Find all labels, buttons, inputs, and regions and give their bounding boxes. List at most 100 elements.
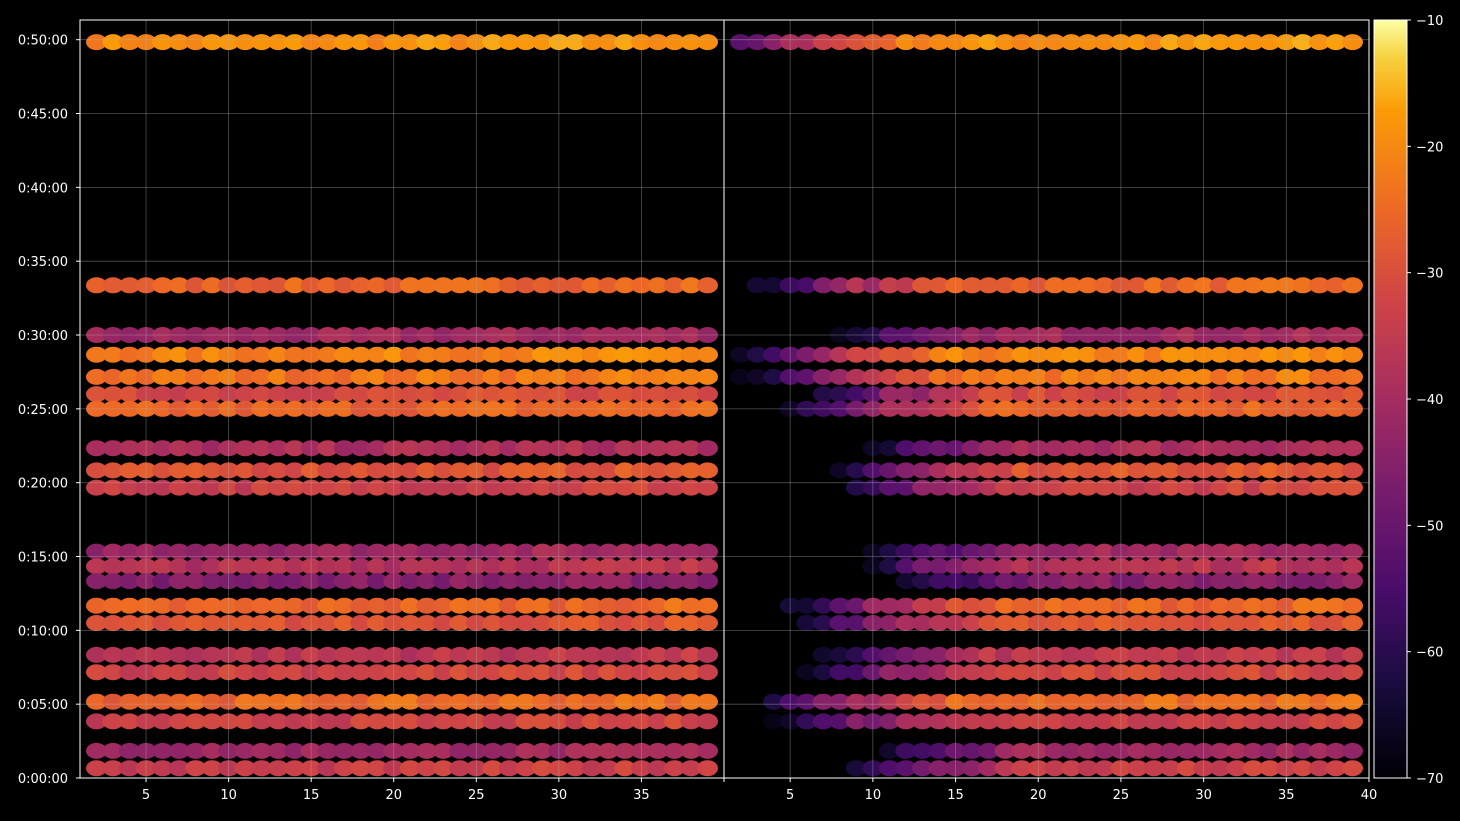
- heat-cell: [1110, 573, 1132, 590]
- heat-cell: [333, 543, 355, 560]
- heat-cell: [664, 558, 685, 575]
- heat-cell: [1110, 543, 1132, 560]
- heat-cell: [647, 400, 669, 417]
- heat-cell: [812, 597, 834, 614]
- heat-cell: [945, 760, 966, 777]
- heat-cell: [185, 713, 207, 730]
- heat-cell: [416, 742, 438, 759]
- heat-cell: [878, 543, 900, 560]
- heat-cell: [432, 646, 454, 663]
- heat-cell: [399, 713, 421, 730]
- heat-cell: [416, 440, 438, 457]
- y-tick-label: 0:00:00: [18, 772, 68, 787]
- heat-cell: [1292, 558, 1314, 575]
- heat-cell: [862, 440, 884, 457]
- heat-cell: [333, 346, 355, 363]
- heat-cell: [119, 346, 140, 363]
- heat-cell: [1127, 664, 1148, 681]
- heat-cell: [465, 693, 487, 710]
- heat-cell: [152, 713, 174, 730]
- heat-cell: [928, 479, 950, 496]
- heat-cell: [119, 440, 140, 457]
- heat-cell: [680, 760, 702, 777]
- heat-cell: [647, 386, 669, 403]
- heat-cell: [1342, 615, 1363, 631]
- heat-cell: [680, 646, 702, 663]
- heat-cell: [1308, 327, 1330, 343]
- heat-cell: [366, 543, 388, 560]
- heat-cell: [1044, 742, 1066, 759]
- heat-cell: [135, 346, 157, 363]
- heat-cell: [1143, 479, 1165, 496]
- heat-cell: [515, 558, 537, 575]
- heat-cell: [185, 368, 207, 385]
- y-tick-label: 0:15:00: [18, 551, 68, 566]
- heat-cell: [664, 479, 685, 496]
- heat-cell: [912, 277, 933, 294]
- heat-cell: [1342, 34, 1363, 51]
- heat-cell: [267, 479, 289, 496]
- heat-cell: [664, 760, 685, 777]
- heat-cell: [1308, 713, 1330, 730]
- heat-cell: [234, 693, 256, 710]
- heat-cell: [680, 386, 702, 403]
- heat-cell: [1160, 742, 1181, 759]
- heat-cell: [432, 346, 454, 363]
- heat-cell: [300, 573, 322, 590]
- heat-cell: [498, 664, 520, 681]
- heat-cell: [978, 573, 1000, 590]
- heat-cell: [829, 386, 851, 403]
- heat-cell: [614, 327, 636, 343]
- heat-cell: [1259, 277, 1281, 294]
- heat-cell: [1127, 597, 1148, 614]
- heat-cell: [1226, 597, 1248, 614]
- heat-cell: [102, 713, 124, 730]
- heat-cell: [383, 479, 405, 496]
- heat-cell: [564, 346, 586, 363]
- heat-cell: [168, 327, 190, 343]
- heat-cell: [317, 34, 339, 51]
- heat-cell: [548, 664, 570, 681]
- heat-cell: [1226, 558, 1248, 575]
- heat-cell: [1209, 742, 1231, 759]
- heat-cell: [912, 760, 933, 777]
- heat-cell: [945, 327, 966, 343]
- heat-cell: [234, 346, 256, 363]
- heat-cell: [185, 693, 207, 710]
- heat-cell: [1308, 742, 1330, 759]
- heat-cell: [1209, 368, 1231, 385]
- heat-cell: [1110, 479, 1132, 496]
- heat-cell: [1242, 400, 1264, 417]
- heat-cell: [1110, 346, 1132, 363]
- heat-cell: [1292, 664, 1314, 681]
- heat-cell: [1127, 386, 1148, 403]
- heat-cell: [779, 34, 801, 51]
- heat-cell: [564, 479, 586, 496]
- heat-cell: [1176, 573, 1198, 590]
- heat-cell: [1193, 713, 1215, 730]
- heat-cell: [1077, 573, 1099, 590]
- heat-cell: [350, 440, 372, 457]
- heat-cell: [135, 479, 157, 496]
- heat-cell: [234, 558, 256, 575]
- heat-cell: [878, 713, 900, 730]
- heat-cell: [1259, 440, 1281, 457]
- heat-cell: [878, 440, 900, 457]
- heat-cell: [1027, 368, 1049, 385]
- heat-cell: [895, 646, 917, 663]
- heat-cell: [399, 327, 421, 343]
- heat-cell: [978, 615, 1000, 631]
- heat-cell: [961, 693, 983, 710]
- heat-cell: [366, 573, 388, 590]
- heat-cell: [994, 368, 1016, 385]
- heat-cell: [366, 400, 388, 417]
- heat-cell: [680, 693, 702, 710]
- heat-cell: [1060, 742, 1082, 759]
- heat-cell: [1242, 543, 1264, 560]
- heat-cell: [300, 597, 322, 614]
- heat-cell: [399, 462, 421, 479]
- heat-cell: [697, 400, 718, 417]
- heat-cell: [1325, 615, 1347, 631]
- heat-cell: [1093, 646, 1115, 663]
- heat-cell: [994, 646, 1016, 663]
